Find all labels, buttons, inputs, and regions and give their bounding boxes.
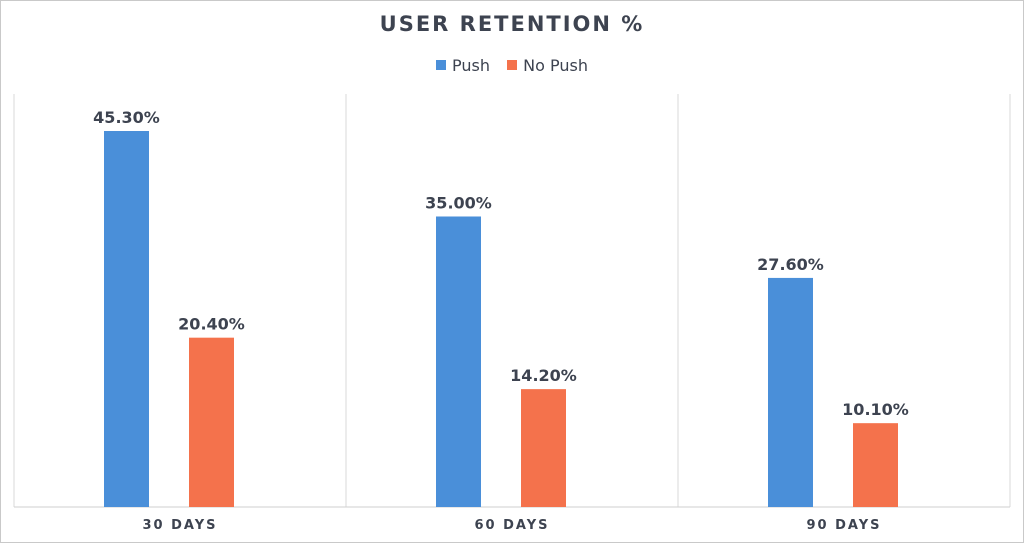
bar-no-push-2: [521, 389, 566, 507]
chart-title: USER RETENTION %: [379, 12, 645, 36]
bar-push-1: [104, 131, 149, 507]
legend-label-no-push: No Push: [523, 56, 588, 75]
bar-push-2: [436, 216, 481, 507]
data-label-push-1: 45.30%: [93, 108, 160, 127]
bar-push-3: [768, 277, 813, 507]
data-label-no-push-3: 10.10%: [842, 400, 909, 419]
data-label-no-push-1: 20.40%: [178, 315, 245, 334]
bar-no-push-1: [189, 337, 234, 507]
x-tick-label: 30 DAYS: [142, 518, 217, 533]
data-label-push-3: 27.60%: [757, 255, 824, 274]
legend-item-no-push: No Push: [507, 56, 588, 75]
legend: Push No Push: [0, 56, 1024, 75]
legend-swatch-push: [436, 60, 447, 70]
legend-item-push: Push: [436, 56, 490, 75]
x-tick-label: 60 DAYS: [474, 518, 549, 533]
bar-no-push-3: [853, 423, 898, 507]
data-label-no-push-2: 14.20%: [510, 366, 577, 385]
legend-label-push: Push: [452, 56, 491, 75]
legend-swatch-no-push: [507, 60, 518, 70]
data-label-push-2: 35.00%: [425, 193, 492, 212]
x-tick-label: 90 DAYS: [806, 518, 881, 533]
